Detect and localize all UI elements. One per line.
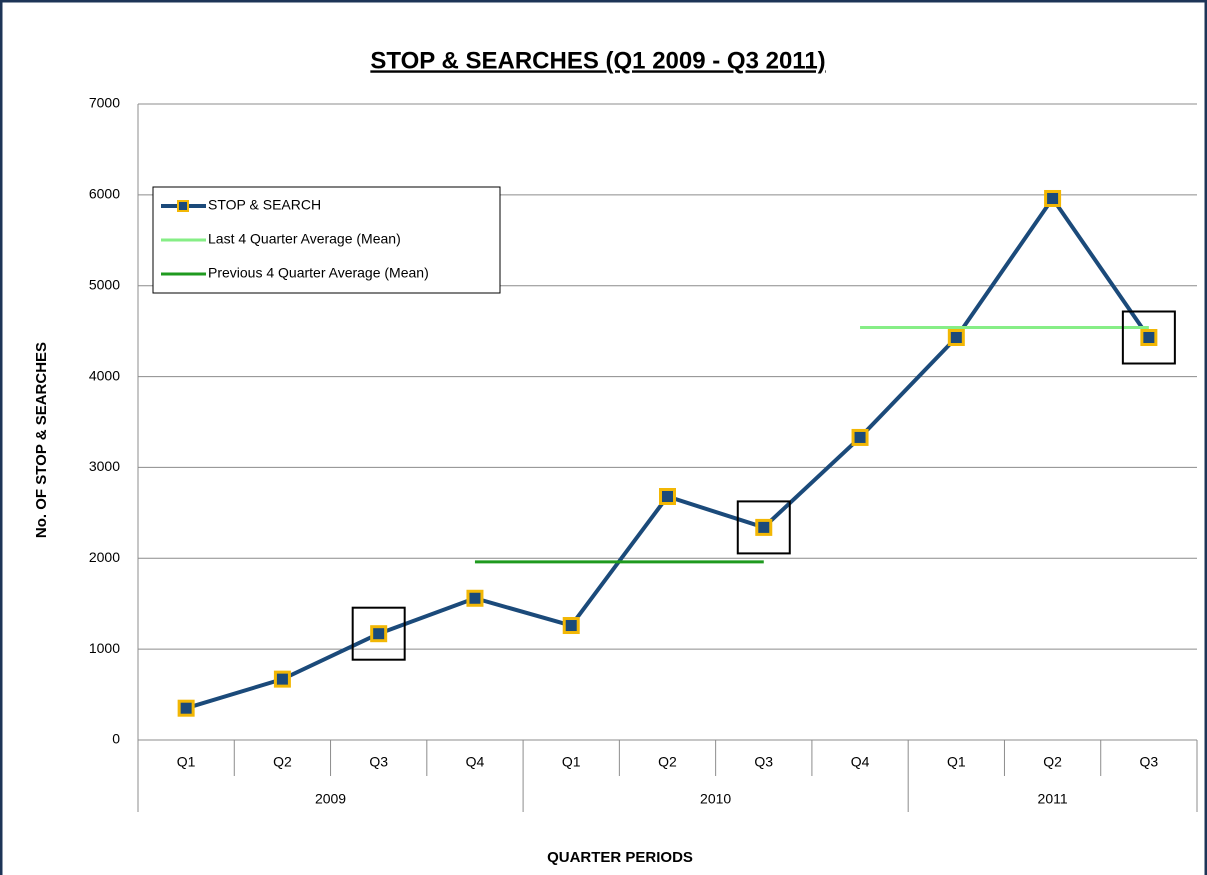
marker — [659, 488, 676, 506]
legend-label: Last 4 Quarter Average (Mean) — [208, 231, 401, 247]
x-tick-label: Q3 — [369, 754, 388, 770]
marker — [1140, 329, 1158, 347]
marker — [755, 518, 773, 536]
x-tick-label: Q1 — [562, 754, 581, 770]
legend-label: Previous 4 Quarter Average (Mean) — [208, 265, 429, 281]
y-tick-label: 7000 — [89, 95, 120, 111]
x-group-label: 2009 — [315, 791, 346, 807]
x-axis-title: QUARTER PERIODS — [547, 849, 693, 866]
x-tick-label: Q3 — [754, 754, 773, 770]
marker — [370, 625, 388, 643]
x-tick-label: Q1 — [177, 754, 196, 770]
x-tick-label: Q1 — [947, 754, 966, 770]
y-tick-label: 6000 — [89, 186, 120, 202]
marker — [177, 699, 195, 717]
x-group-label: 2010 — [700, 791, 731, 807]
highlight-box — [351, 606, 406, 661]
highlight-box — [736, 500, 791, 555]
chart-title: STOP & SEARCHES (Q1 2009 - Q3 2011) — [370, 47, 825, 74]
x-tick-label: Q2 — [658, 754, 677, 770]
y-tick-label: 5000 — [89, 276, 120, 292]
y-tick-label: 3000 — [89, 458, 120, 474]
x-group-label: 2011 — [1038, 791, 1068, 807]
legend-label: STOP & SEARCH — [208, 197, 321, 213]
x-tick-label: Q4 — [466, 754, 485, 770]
y-tick-label: 4000 — [89, 367, 120, 383]
x-tick-label: Q3 — [1140, 754, 1159, 770]
y-tick-label: 0 — [112, 731, 120, 747]
marker — [1044, 189, 1062, 207]
highlight-box — [1121, 310, 1176, 365]
y-tick-label: 2000 — [89, 549, 120, 565]
legend-marker — [177, 200, 189, 212]
marker — [562, 617, 580, 635]
x-tick-label: Q2 — [1043, 754, 1062, 770]
marker — [273, 670, 291, 688]
x-tick-label: Q4 — [851, 754, 870, 770]
marker — [851, 428, 869, 446]
y-tick-label: 1000 — [89, 640, 120, 656]
marker — [466, 589, 484, 607]
legend-box — [152, 186, 501, 294]
y-axis-title: No. OF STOP & SEARCHES — [33, 342, 50, 538]
marker — [947, 329, 965, 347]
x-tick-label: Q2 — [273, 754, 292, 770]
